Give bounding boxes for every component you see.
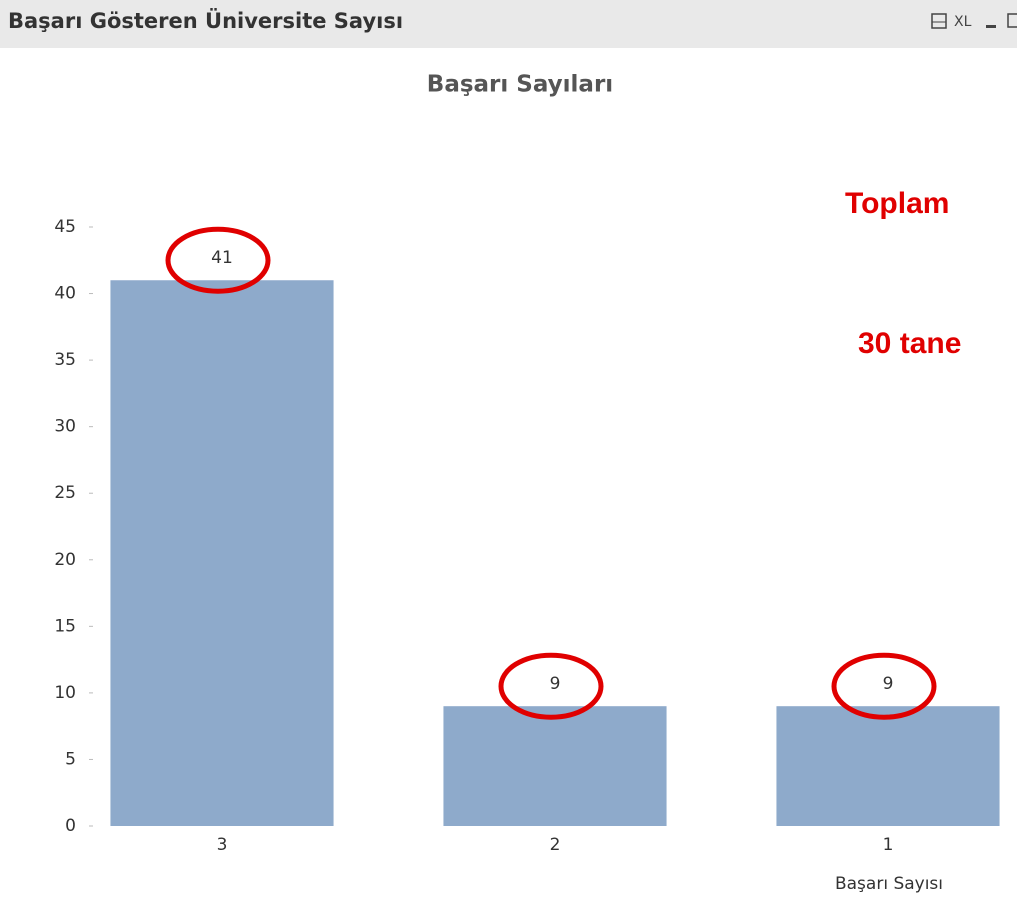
y-tick-label: 25 xyxy=(54,483,76,503)
annotation: 30 tane xyxy=(858,327,961,360)
x-tick-label: 3 xyxy=(217,835,228,855)
highlight-circle xyxy=(498,652,604,720)
bar xyxy=(776,706,1000,826)
annotation: Toplam xyxy=(845,187,949,220)
header-bar xyxy=(0,0,1017,48)
y-tick-label: 10 xyxy=(54,683,76,703)
y-tick-label: 5 xyxy=(65,749,76,769)
highlight-circle xyxy=(165,226,271,294)
y-tick-label: 20 xyxy=(54,550,76,570)
x-tick-label: 2 xyxy=(550,835,561,855)
y-tick-label: 30 xyxy=(54,417,76,437)
maximize-button[interactable] xyxy=(1007,13,1017,28)
minimize-button[interactable] xyxy=(986,25,996,28)
value-label: 9 xyxy=(883,674,894,694)
bar xyxy=(443,706,667,826)
y-tick-label: 15 xyxy=(54,616,76,636)
window-title: Başarı Gösteren Üniversite Sayısı xyxy=(8,8,403,33)
y-tick-label: 35 xyxy=(54,350,76,370)
y-tick-label: 45 xyxy=(54,217,76,237)
chart-title: Başarı Sayıları xyxy=(427,72,613,98)
value-label: 41 xyxy=(211,248,233,268)
x-tick-label: 1 xyxy=(883,835,894,855)
x-axis-label: Başarı Sayısı xyxy=(835,874,943,894)
bar xyxy=(110,280,334,826)
y-tick-label: 40 xyxy=(54,284,76,304)
print-icon[interactable] xyxy=(931,13,947,29)
xl-button[interactable]: XL xyxy=(954,14,972,30)
value-label: 9 xyxy=(550,674,561,694)
y-tick-label: 0 xyxy=(65,816,76,836)
highlight-circle xyxy=(831,652,937,720)
